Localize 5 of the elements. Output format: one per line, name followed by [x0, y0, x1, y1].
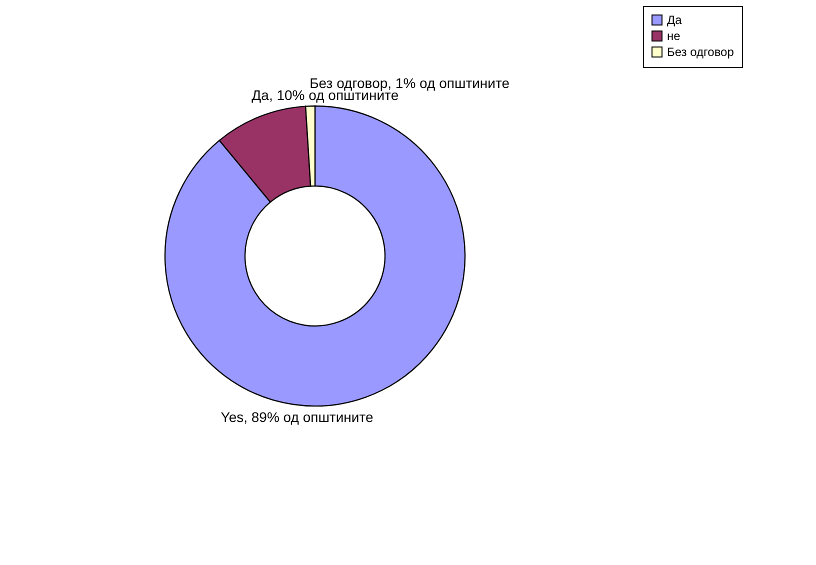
data-label: Yes, 89% од општините	[220, 408, 374, 425]
legend-label: Без одговор	[667, 45, 734, 59]
legend-label: Да	[667, 13, 682, 27]
legend-label: не	[667, 29, 681, 43]
donut-slice	[164, 105, 466, 407]
